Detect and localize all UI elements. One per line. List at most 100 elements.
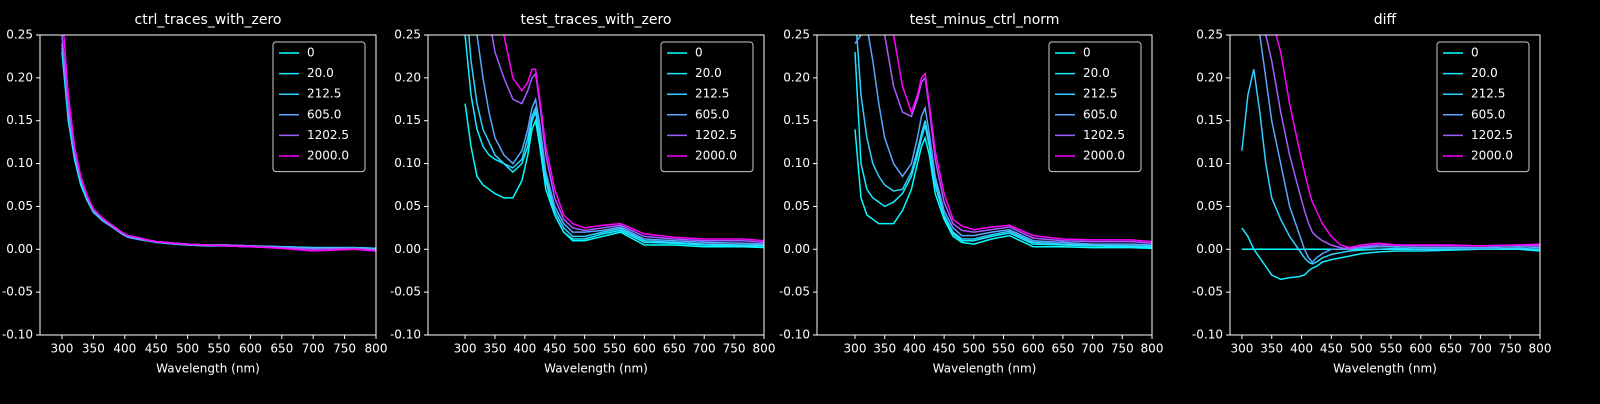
x-tick-label: 350 (873, 342, 896, 356)
legend-label: 2000.0 (1471, 149, 1513, 163)
legend-label: 20.0 (307, 66, 334, 80)
axes-frame (427, 34, 765, 336)
legend-label: 212.5 (1083, 87, 1117, 101)
legend-label: 0 (695, 46, 703, 60)
series-line (1241, 69, 1540, 265)
series-line (892, 35, 1152, 243)
legend-label: 212.5 (1471, 87, 1505, 101)
y-tick-label: -0.10 (779, 328, 810, 342)
legend-label: 2000.0 (695, 149, 737, 163)
y-tick-label: 0.10 (6, 156, 33, 170)
legend-label: 605.0 (307, 107, 341, 121)
y-tick-label: 0.25 (6, 28, 33, 42)
legend-label: 1202.5 (1083, 128, 1125, 142)
y-tick-label: 0.15 (1196, 113, 1223, 127)
series-line (464, 103, 764, 249)
x-tick-label: 600 (1022, 342, 1045, 356)
y-tick-label: 0.20 (1196, 70, 1223, 84)
plot-area (854, 35, 1152, 250)
series-line (468, 35, 764, 246)
legend-box (1436, 41, 1530, 173)
y-tick-label: -0.05 (1192, 285, 1223, 299)
y-tick-label: 0.25 (783, 28, 810, 42)
axes-frame (39, 34, 377, 336)
y-tick-label: -0.05 (2, 285, 33, 299)
y-tick-label: 0.00 (783, 242, 810, 256)
x-tick-label: 700 (693, 342, 716, 356)
legend-label: 605.0 (1083, 107, 1117, 121)
y-tick-label: 0.20 (783, 70, 810, 84)
legend-label: 0 (307, 46, 315, 60)
x-tick-label: 550 (992, 342, 1015, 356)
x-tick-label: 750 (723, 342, 746, 356)
x-tick-label: 400 (513, 342, 536, 356)
legend-label: 1202.5 (307, 128, 349, 142)
series-line (1241, 227, 1540, 281)
x-tick-label: 350 (1260, 342, 1283, 356)
legend: 0 20.0 212.5 605.0 1202.5 2000.0 (660, 41, 754, 173)
y-tick-label: 0.25 (1196, 28, 1223, 42)
y-tick-label: 0.10 (783, 156, 810, 170)
x-tick-label: 600 (239, 342, 262, 356)
y-tick-label: 0.05 (6, 199, 33, 213)
x-axis-label: Wavelength (nm) (544, 362, 648, 376)
x-tick-label: 300 (1230, 342, 1253, 356)
x-tick-label: 500 (1350, 342, 1373, 356)
y-tick-label: -0.05 (390, 285, 421, 299)
y-tick-label: 0.25 (394, 28, 421, 42)
legend: 0 20.0 212.5 605.0 1202.5 2000.0 (272, 41, 366, 173)
subplot: test_minus_ctrl_norm Wavelength (nm) 300 35… (779, 12, 1164, 376)
x-tick-label: 450 (145, 342, 168, 356)
legend-label: 605.0 (1471, 107, 1505, 121)
axes-frame (1229, 34, 1541, 336)
chart-title: test_traces_with_zero (521, 12, 672, 28)
legend: 0 20.0 212.5 605.0 1202.5 2000.0 (1048, 41, 1142, 173)
y-tick-label: 0.15 (783, 113, 810, 127)
y-tick-label: 0.20 (6, 70, 33, 84)
x-tick-label: 800 (1529, 342, 1552, 356)
x-tick-label: 350 (82, 342, 105, 356)
y-tick-label: 0.15 (6, 113, 33, 127)
x-tick-label: 800 (1141, 342, 1164, 356)
x-tick-label: 350 (484, 342, 507, 356)
x-tick-label: 650 (1439, 342, 1462, 356)
legend-label: 20.0 (1471, 66, 1498, 80)
x-tick-label: 500 (176, 342, 199, 356)
y-tick-label: 0.05 (1196, 199, 1223, 213)
y-tick-label: 0.00 (1196, 242, 1223, 256)
x-tick-label: 550 (1380, 342, 1403, 356)
x-tick-label: 700 (1469, 342, 1492, 356)
legend-label: 0 (1083, 46, 1091, 60)
x-tick-label: 800 (753, 342, 776, 356)
x-tick-label: 750 (1499, 342, 1522, 356)
x-tick-label: 650 (663, 342, 686, 356)
legend-label: 2000.0 (1083, 149, 1125, 163)
y-tick-label: 0.00 (6, 242, 33, 256)
plot-area (464, 35, 764, 249)
legend-label: 20.0 (695, 66, 722, 80)
legend-label: 212.5 (307, 87, 341, 101)
legend-box (660, 41, 754, 173)
x-tick-label: 500 (962, 342, 985, 356)
legend-label: 212.5 (695, 87, 729, 101)
chart-title: ctrl_traces_with_zero (135, 12, 282, 28)
series-line (1259, 35, 1540, 264)
x-tick-label: 400 (113, 342, 136, 356)
x-tick-label: 600 (633, 342, 656, 356)
legend-label: 605.0 (695, 107, 729, 121)
series-line (854, 35, 1152, 246)
series-line (503, 35, 764, 242)
x-tick-label: 700 (302, 342, 325, 356)
x-tick-label: 650 (270, 342, 293, 356)
x-tick-label: 450 (1320, 342, 1343, 356)
series-line (1275, 35, 1540, 249)
x-tick-label: 300 (51, 342, 74, 356)
axes-frame (816, 34, 1153, 336)
legend-box (272, 41, 366, 173)
x-tick-label: 300 (844, 342, 867, 356)
x-tick-label: 550 (208, 342, 231, 356)
plot-area (1241, 35, 1540, 281)
subplot: test_traces_with_zero Wavelength (nm) 300 3… (390, 12, 776, 376)
legend: 0 20.0 212.5 605.0 1202.5 2000.0 (1436, 41, 1530, 173)
